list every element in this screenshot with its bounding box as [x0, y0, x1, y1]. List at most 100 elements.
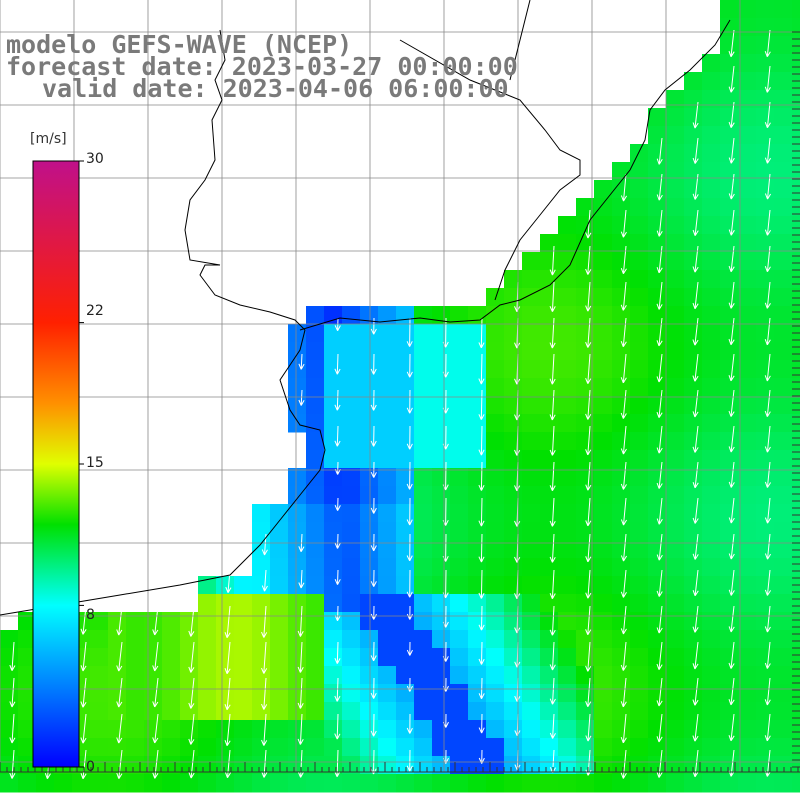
wind-cell — [666, 126, 685, 145]
wind-cell — [702, 324, 721, 343]
wind-cell — [342, 720, 361, 739]
wind-cell — [252, 540, 271, 559]
wind-arrow — [656, 461, 663, 489]
wind-cell — [738, 432, 757, 451]
wind-cell — [756, 774, 775, 793]
wind-cell — [792, 414, 800, 433]
wind-cell — [666, 198, 685, 217]
wind-cell — [774, 234, 793, 253]
wind-cell — [342, 612, 361, 631]
wind-cell — [504, 432, 523, 451]
wind-cell — [414, 630, 433, 649]
wind-cell — [288, 378, 307, 397]
wind-arrow — [225, 569, 232, 593]
wind-cell — [774, 144, 793, 163]
wind-cell — [504, 576, 523, 595]
wind-cell — [378, 324, 397, 343]
wind-cell — [702, 396, 721, 415]
wind-cell — [504, 306, 523, 325]
wind-cell — [450, 630, 469, 649]
wind-cell — [558, 414, 577, 433]
wind-arrow — [585, 641, 592, 672]
wind-cell — [486, 306, 505, 325]
wind-cell — [162, 666, 181, 685]
wind-cell — [612, 396, 631, 415]
wind-cell — [612, 360, 631, 379]
wind-cell — [666, 666, 685, 685]
wind-cell — [684, 576, 703, 595]
wind-cell — [306, 396, 325, 415]
wind-cell — [684, 414, 703, 433]
wind-cell — [576, 360, 595, 379]
colorbar-tick-label: 30 — [86, 151, 104, 167]
wind-cell — [468, 558, 487, 577]
wind-arrow — [297, 641, 304, 673]
wind-arrow — [80, 641, 87, 672]
wind-cell — [738, 756, 757, 775]
wind-cell — [288, 522, 307, 541]
wind-cell — [522, 360, 541, 379]
colorbar-tick-label: 22 — [86, 303, 104, 319]
wind-cell — [648, 558, 667, 577]
wind-cell — [270, 756, 289, 775]
wind-cell — [432, 666, 451, 685]
wind-cell — [594, 738, 613, 757]
wind-cell — [180, 756, 199, 775]
wind-cell — [360, 558, 379, 577]
wind-cell — [486, 324, 505, 343]
wind-cell — [720, 522, 739, 541]
wind-cell — [0, 666, 19, 685]
wind-arrow — [656, 641, 663, 670]
wind-cell — [684, 612, 703, 631]
wind-cell — [720, 90, 739, 109]
wind-cell — [666, 234, 685, 253]
wind-cell — [756, 630, 775, 649]
wind-cell — [702, 252, 721, 271]
wind-cell — [792, 234, 800, 253]
wind-cell — [648, 198, 667, 217]
wind-cell — [540, 306, 559, 325]
wind-cell — [792, 432, 800, 451]
wind-arrow — [692, 137, 699, 164]
wind-cell — [720, 486, 739, 505]
wind-cell — [792, 522, 800, 541]
wind-arrow — [152, 605, 159, 636]
wind-arrow — [549, 497, 556, 527]
wind-arrow — [764, 677, 771, 706]
wind-cell — [432, 558, 451, 577]
wind-cell — [756, 72, 775, 91]
wind-cell — [540, 360, 559, 379]
wind-arrow — [764, 389, 771, 417]
wind-cell — [18, 702, 37, 721]
wind-cell — [306, 540, 325, 559]
wind-cell — [468, 414, 487, 433]
wind-cell — [144, 666, 163, 685]
wind-cell — [756, 450, 775, 469]
wind-arrow — [406, 353, 413, 378]
wind-arrow — [370, 677, 377, 699]
wind-arrow — [334, 497, 341, 511]
wind-cell — [342, 432, 361, 451]
wind-cell — [702, 468, 721, 487]
wind-cell — [486, 540, 505, 559]
wind-cell — [414, 378, 433, 397]
wind-cell — [162, 720, 181, 739]
wind-cell — [594, 486, 613, 505]
wind-cell — [558, 486, 577, 505]
wind-cell — [486, 630, 505, 649]
wind-cell — [594, 756, 613, 775]
wind-arrow — [370, 533, 377, 552]
wind-arrow — [549, 677, 556, 705]
wind-arrow — [764, 137, 772, 164]
wind-cell — [720, 558, 739, 577]
wind-cell — [180, 774, 199, 793]
wind-cell — [324, 594, 343, 613]
wind-cell — [558, 648, 577, 667]
wind-cell — [702, 612, 721, 631]
wind-cell — [144, 612, 163, 631]
wind-cell — [198, 774, 217, 793]
wind-cell — [774, 702, 793, 721]
wind-cell — [432, 594, 451, 613]
wind-cell — [792, 594, 800, 613]
wind-cell — [342, 324, 361, 343]
